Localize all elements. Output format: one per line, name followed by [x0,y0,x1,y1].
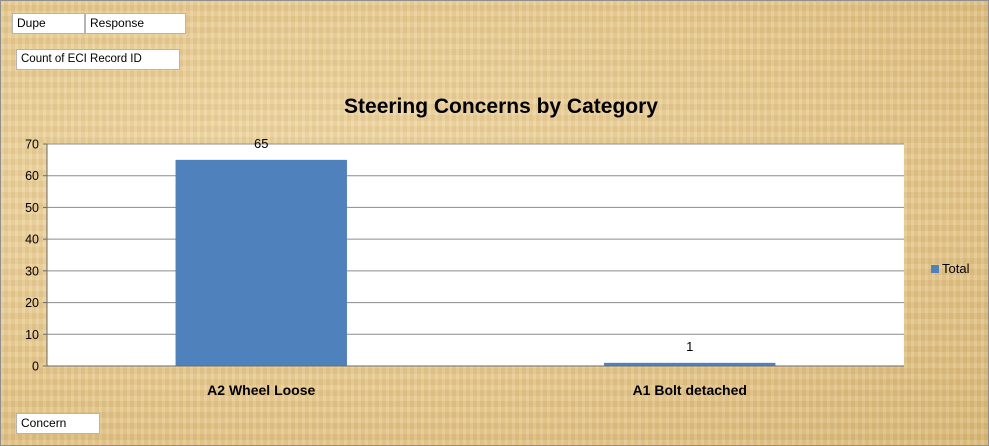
bar [604,362,776,366]
legend-label-total: Total [942,261,970,276]
y-tick-label: 40 [25,233,39,247]
y-tick-label: 30 [25,264,39,278]
x-tick-label: A1 Bolt detached [633,382,747,398]
dupe-filter-button[interactable]: Dupe [12,13,85,34]
response-filter-button[interactable]: Response [85,13,186,34]
legend: Total [931,261,970,276]
bar [175,159,347,366]
data-label: 1 [686,339,693,354]
axes: 0 10 20 30 40 50 60 70 A2 Wheel Loose A1 Bolt det… [25,138,904,398]
legend-swatch-total [931,265,939,273]
y-tick-label: 0 [32,360,39,374]
axis-field-button[interactable]: Concern [16,413,100,434]
values-field-button[interactable]: Count of ECI Record ID [16,49,180,70]
chart-title: Steering Concerns by Category [344,95,658,118]
y-tick-label: 50 [25,201,39,215]
y-tick-label: 20 [25,296,39,310]
y-tick-label: 60 [25,169,39,183]
y-tick-label: 70 [25,138,39,152]
x-tick-label: A2 Wheel Loose [207,382,315,398]
data-label: 65 [254,136,268,151]
y-tick-label: 10 [25,328,39,342]
bars: 65 1 [175,136,776,366]
